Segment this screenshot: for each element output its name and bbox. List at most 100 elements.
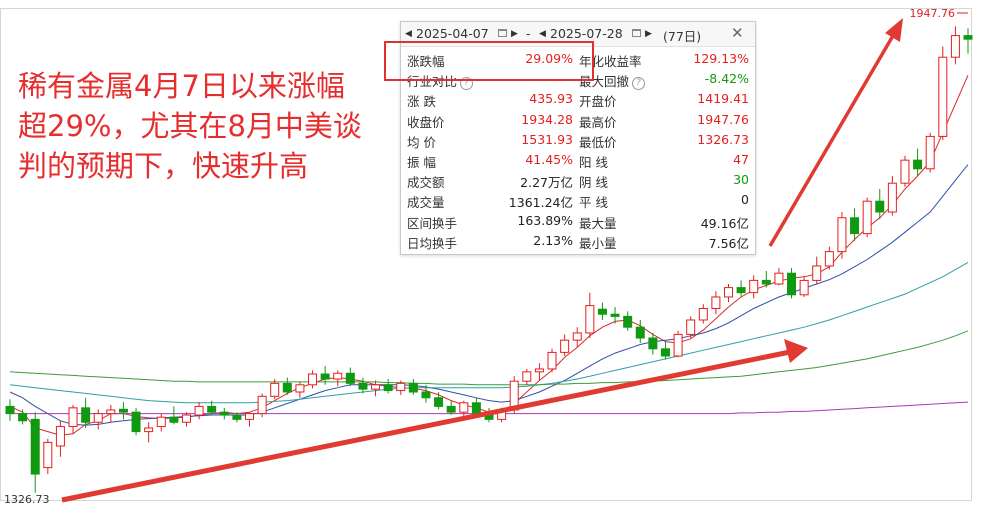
candle	[55, 420, 65, 457]
stat-label: 阳 线	[579, 155, 608, 170]
max-price-label: 1947.76	[910, 7, 956, 20]
help-icon[interactable]: ?	[632, 77, 646, 91]
candle-body	[660, 348, 670, 357]
stat-label: 开盘价	[579, 94, 617, 110]
candle	[245, 412, 254, 427]
start-date[interactable]: 2025-04-07	[416, 26, 489, 41]
start-calendar-icon[interactable]	[498, 29, 507, 37]
candle-body	[963, 35, 973, 40]
candle	[774, 268, 784, 286]
stat-label: 最大回撤?	[579, 71, 646, 91]
help-icon[interactable]: ?	[460, 77, 474, 91]
stats-row: 行业对比? - 最大回撤? -8.42%	[401, 69, 755, 91]
candle-body	[118, 408, 128, 413]
candle-body	[434, 397, 444, 407]
candle	[950, 26, 960, 65]
candle	[194, 402, 204, 420]
next-start-arrow-icon[interactable]: ▶	[511, 29, 518, 39]
candle-body	[207, 405, 217, 413]
close-icon[interactable]: ✕	[731, 24, 744, 42]
candle-body	[295, 384, 305, 393]
candle-body	[68, 407, 78, 428]
prev-end-arrow-icon[interactable]: ◀	[539, 29, 546, 39]
candle-body	[320, 373, 330, 380]
candle-body	[106, 409, 116, 415]
next-end-arrow-icon[interactable]: ▶	[645, 29, 652, 39]
candles	[5, 26, 973, 493]
candle-body	[522, 371, 532, 382]
end-calendar-icon[interactable]	[632, 29, 641, 37]
candle-body	[181, 414, 191, 423]
candle-body	[219, 411, 229, 416]
day-count: (77日)	[663, 29, 702, 44]
candle	[81, 397, 91, 428]
stat-value: 2.13%	[533, 232, 573, 248]
candle-body	[144, 427, 154, 433]
candle	[43, 438, 53, 475]
candle	[585, 292, 595, 338]
candle-body	[724, 287, 733, 298]
candle	[799, 276, 809, 297]
min-price-label: 1326.73	[4, 493, 50, 506]
candle	[925, 132, 935, 173]
stat-value: 47	[733, 152, 749, 167]
candle-body	[43, 441, 53, 469]
stats-row: 振 幅 41.45% 阳 线 47	[401, 150, 755, 170]
candle	[850, 208, 860, 241]
candle-body	[585, 305, 595, 334]
candle	[610, 307, 620, 324]
stat-label: 收盘价	[407, 114, 445, 130]
stat-label: 最大量	[579, 215, 617, 231]
stat-value: 29.09%	[525, 51, 573, 66]
candle-body	[698, 307, 708, 321]
stat-value: 30	[733, 172, 749, 188]
candle-body	[131, 411, 141, 433]
date-separator: -	[526, 26, 531, 41]
stat-label: 成交额	[407, 175, 445, 191]
candle	[560, 334, 570, 356]
stat-label: 涨跌幅	[407, 54, 445, 69]
candle-body	[446, 405, 456, 413]
candle	[686, 316, 696, 338]
candle	[408, 379, 418, 395]
candle	[118, 402, 128, 420]
candle	[635, 320, 645, 344]
candle-body	[18, 413, 28, 422]
candle	[459, 400, 469, 418]
stat-label: 区间换手	[407, 215, 458, 231]
end-date[interactable]: 2025-07-28	[550, 26, 623, 41]
candle-body	[736, 287, 746, 294]
stats-row: 区间换手 163.89% 最大量 49.16亿	[401, 211, 755, 231]
candle-body	[686, 319, 696, 335]
candle	[169, 406, 179, 425]
candle	[875, 188, 885, 220]
candle-body	[673, 333, 683, 357]
candle-body	[572, 332, 582, 341]
candle	[938, 46, 948, 140]
interval-stats-panel: ◀ 2025-04-07 ▶ - ◀ 2025-07-28 ▶ (77日) ✕ …	[400, 21, 756, 255]
candle-body	[383, 384, 393, 392]
candle	[648, 332, 658, 355]
candle	[345, 367, 355, 387]
trend-arrow-lower-head	[784, 339, 808, 363]
stat-label: 振 幅	[407, 155, 436, 170]
highlight-box	[384, 41, 594, 81]
plot-frame	[0, 8, 972, 501]
candle-body	[761, 279, 771, 285]
candle	[837, 212, 847, 259]
candle-body	[421, 391, 431, 399]
candle	[547, 348, 557, 372]
stats-row: 均 价 1531.93 最低价 1326.73	[401, 130, 755, 150]
candle	[156, 413, 166, 432]
stat-value: 1531.93	[521, 131, 573, 147]
candle	[106, 404, 116, 423]
stat-label: 阴 线	[579, 175, 608, 191]
candle	[68, 404, 78, 434]
candle	[761, 271, 771, 288]
candle-body	[459, 402, 469, 413]
candle-body	[623, 315, 633, 328]
prev-start-arrow-icon[interactable]: ◀	[405, 29, 412, 39]
candle-body	[711, 296, 721, 309]
candle-body	[610, 313, 620, 317]
stat-label: 涨 跌	[407, 94, 436, 110]
